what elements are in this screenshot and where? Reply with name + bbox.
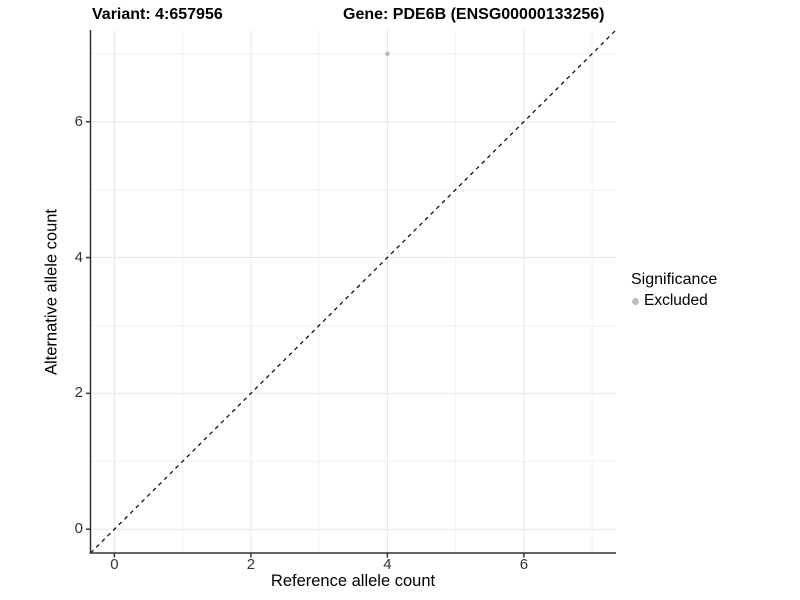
x-tick-label: 4 bbox=[383, 556, 392, 573]
y-tick-label: 2 bbox=[74, 384, 83, 402]
x-tick-label: 0 bbox=[110, 556, 119, 573]
y-tick-label: 4 bbox=[74, 248, 83, 266]
legend-item-label: Excluded bbox=[644, 292, 708, 309]
variant-title: Variant: 4:657956 bbox=[92, 6, 223, 23]
x-tick-label: 2 bbox=[246, 556, 256, 573]
y-axis-title: Alternative allele count bbox=[42, 208, 61, 376]
y-tick-label: 6 bbox=[74, 112, 83, 130]
legend-marker-dot bbox=[632, 297, 639, 305]
y-tick-label: 0 bbox=[74, 520, 83, 538]
x-tick-label: 6 bbox=[519, 556, 529, 573]
x-axis-title: Reference allele count bbox=[270, 572, 436, 590]
legend-item-excluded: Excluded bbox=[631, 292, 717, 310]
legend-title: Significance bbox=[631, 271, 718, 288]
gene-title: Gene: PDE6B (ENSG00000133256) bbox=[343, 6, 605, 23]
data-point bbox=[384, 51, 390, 57]
identity-reference-line bbox=[90, 29, 617, 554]
legend: Significance Excluded bbox=[631, 271, 717, 310]
